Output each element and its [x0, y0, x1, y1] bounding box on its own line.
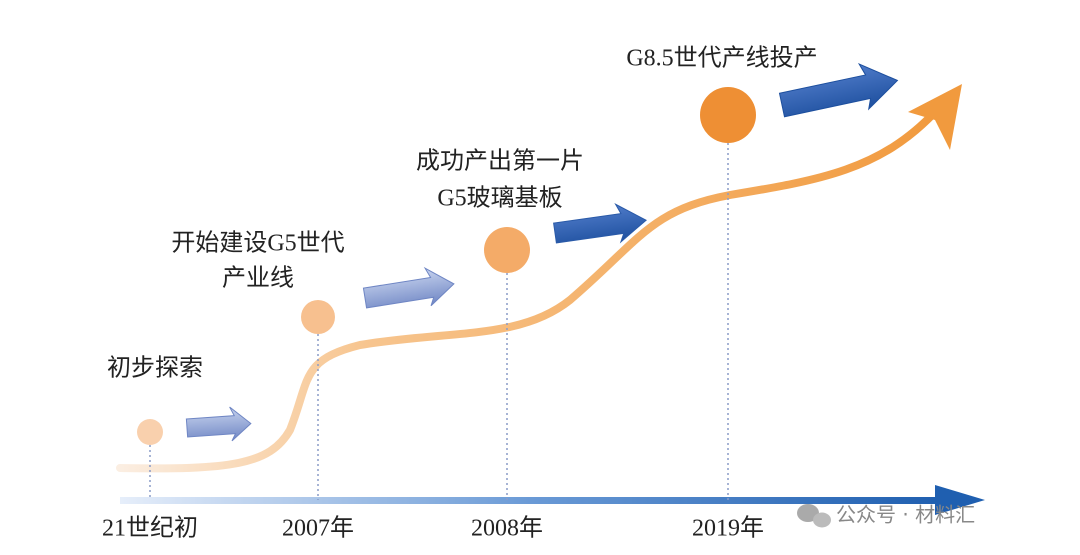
- milestone-label: G5玻璃基板: [437, 185, 562, 212]
- milestone-dot: [301, 300, 335, 334]
- watermark: 公众号 · 材料汇: [836, 503, 975, 527]
- guides: [149, 143, 729, 500]
- progress-arrow: [362, 266, 455, 309]
- progress-arrow: [778, 62, 899, 118]
- milestone-label: 成功产出第一片: [416, 148, 584, 175]
- milestone-label: 产业线: [222, 265, 294, 292]
- milestone-label: G8.5世代产线投产: [626, 45, 817, 72]
- period-label: 2008年: [471, 515, 543, 542]
- progress-arrow: [553, 203, 647, 244]
- growth-curve: [116, 108, 939, 473]
- milestone-label: 开始建设G5世代: [171, 230, 344, 257]
- axis-arrowhead: [935, 485, 985, 515]
- period-label: 21世纪初: [102, 515, 198, 542]
- progress-arrow: [185, 406, 252, 442]
- curve-arrowhead: [908, 84, 962, 150]
- milestone-dot: [484, 227, 530, 273]
- period-label: 2007年: [282, 515, 354, 542]
- milestone-dot: [700, 87, 756, 143]
- milestone-dot: [137, 419, 163, 445]
- time-axis: [120, 497, 940, 504]
- period-label: 2019年: [692, 515, 764, 542]
- watermark-icon: [797, 504, 831, 528]
- milestone-label: 初步探索: [107, 355, 203, 382]
